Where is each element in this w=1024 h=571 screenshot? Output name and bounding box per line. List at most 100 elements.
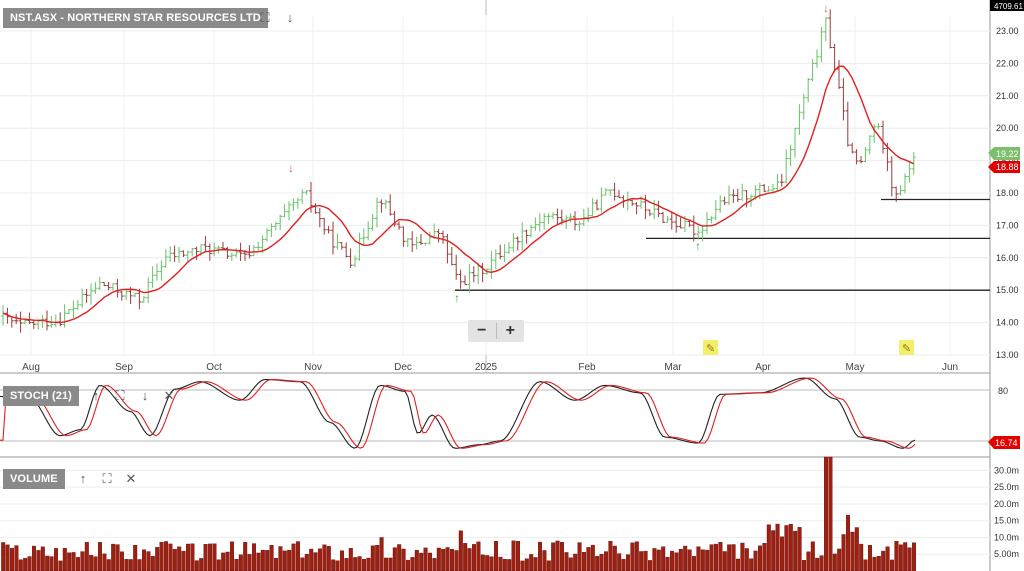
ma-value-badge — [988, 161, 1020, 173]
volume-bar — [207, 543, 212, 571]
buy-arrow-icon: ↑ — [695, 239, 701, 253]
volume-bar — [247, 554, 252, 571]
volume-bar — [678, 548, 683, 571]
volume-bar — [819, 555, 824, 571]
expand-icon[interactable]: ⛶ — [115, 388, 125, 403]
volume-bar — [384, 557, 389, 571]
volume-bar — [370, 545, 375, 571]
date-axis-tick: Oct — [206, 362, 222, 373]
volume-bar — [141, 549, 146, 571]
arrow-down-icon[interactable]: ↓ — [141, 388, 149, 403]
volume-bar — [810, 541, 815, 571]
zoom-separator — [495, 323, 497, 339]
volume-bar — [256, 552, 261, 571]
volume-bar — [670, 550, 675, 571]
volume-bar — [45, 555, 50, 571]
volume-bar — [9, 548, 14, 571]
volume-bar — [529, 554, 534, 571]
volume-bar — [32, 545, 37, 571]
last-close-value: 19.22 — [996, 149, 1019, 159]
volume-bar — [648, 560, 653, 571]
volume-bar — [467, 548, 472, 571]
price-axis-tick: 15.00 — [996, 285, 1019, 295]
volume-bar — [485, 555, 490, 571]
volume-bar — [652, 548, 657, 571]
volume-bar — [199, 558, 204, 571]
volume-bar — [243, 542, 248, 571]
volume-bar — [14, 545, 19, 571]
volume-bar — [379, 537, 384, 571]
volume-bar — [766, 524, 771, 571]
volume-bar — [102, 553, 107, 571]
volume-bar — [54, 548, 59, 571]
volume-bar — [401, 548, 406, 571]
volume-bar — [5, 544, 10, 571]
volume-bar — [27, 556, 32, 571]
top-axis-badge — [990, 0, 1024, 11]
close-icon[interactable]: ✕ — [163, 388, 175, 403]
volume-bar — [472, 544, 477, 571]
expand-icon[interactable]: ⛶ — [260, 10, 270, 25]
date-axis-tick: Mar — [664, 362, 682, 373]
top-axis-label: 4709.61 — [994, 2, 1023, 11]
volume-bar — [150, 556, 155, 571]
volume-bar — [489, 556, 494, 571]
date-axis-tick: Sep — [115, 362, 133, 373]
volume-bar — [890, 559, 895, 571]
volume-bar — [322, 544, 327, 571]
volume-axis-tick: 5.00m — [994, 549, 1019, 559]
date-axis-tick: 2025 — [475, 362, 498, 373]
arrow-up-icon[interactable]: ↑ — [79, 471, 87, 486]
volume-bar — [23, 558, 28, 571]
volume-axis-tick: 25.0m — [994, 482, 1019, 492]
volume-bar — [238, 554, 243, 571]
volume-bar — [313, 552, 318, 571]
volume-bar — [771, 530, 776, 571]
volume-bar — [881, 550, 886, 571]
volume-bar — [894, 541, 899, 571]
volume-bar — [436, 547, 441, 571]
stoch-pane-title[interactable]: STOCH (21) — [3, 386, 79, 406]
zoom-out-button[interactable]: − — [477, 322, 487, 339]
volume-bar — [366, 557, 371, 571]
volume-bar — [423, 547, 428, 571]
volume-bar — [274, 557, 279, 571]
arrow-up-icon[interactable]: ↑ — [92, 388, 100, 403]
volume-bar — [212, 543, 217, 571]
volume-bar — [590, 544, 595, 571]
volume-bar — [630, 542, 635, 571]
volume-bar — [419, 552, 424, 571]
annotation-pencil-icon-1[interactable] — [703, 340, 718, 355]
volume-bar — [568, 557, 573, 571]
volume-bar — [502, 559, 507, 571]
volume-bar — [802, 559, 807, 571]
price-axis-tick: 21.00 — [996, 91, 1019, 101]
volume-bar — [49, 556, 54, 571]
volume-bar — [687, 549, 692, 571]
arrow-down-icon[interactable]: ↓ — [286, 10, 294, 25]
volume-bar — [546, 560, 551, 571]
date-axis-tick: Apr — [755, 362, 771, 373]
volume-bar — [155, 547, 160, 571]
volume-bar — [876, 555, 881, 571]
volume-bar — [846, 514, 851, 571]
volume-pane-title[interactable]: VOLUME — [3, 469, 65, 489]
volume-bar — [696, 546, 701, 571]
expand-icon[interactable]: ⛶ — [102, 471, 112, 486]
volume-bar — [432, 558, 437, 571]
volume-bar — [331, 559, 336, 571]
volume-bar — [560, 542, 565, 571]
price-axis-tick: 23.00 — [996, 26, 1019, 36]
sell-arrow-icon: ↓ — [288, 161, 294, 175]
price-pane-title[interactable]: NST.ASX - NORTHERN STAR RESOURCES LTD — [3, 8, 268, 28]
annotation-pencil-icon-2[interactable] — [899, 340, 914, 355]
volume-bar — [163, 541, 168, 571]
volume-bar — [797, 527, 802, 571]
volume-bar — [221, 552, 226, 571]
volume-bar — [1, 542, 6, 571]
close-icon[interactable]: ✕ — [125, 471, 137, 486]
zoom-in-button[interactable]: + — [505, 322, 515, 339]
volume-bar — [234, 558, 239, 571]
